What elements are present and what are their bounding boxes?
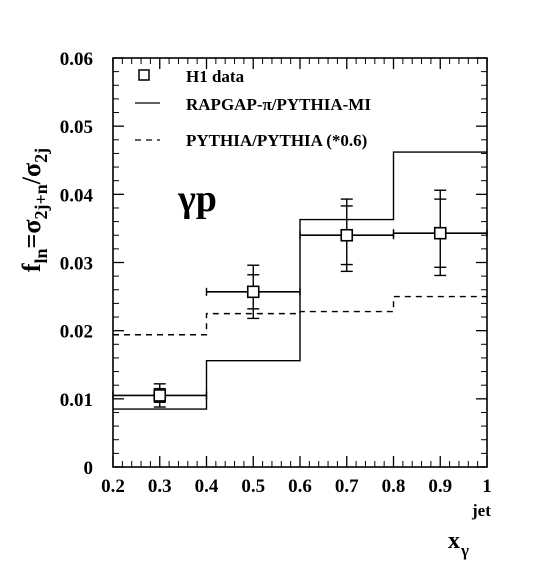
annotation-gamma-p: γp bbox=[177, 178, 217, 220]
data-point bbox=[205, 264, 301, 320]
y-tick-label: 0.02 bbox=[60, 322, 93, 343]
data-point-marker bbox=[433, 226, 447, 240]
legend-label-rapgap: RAPGAP-π/PYTHIA-MI bbox=[186, 95, 371, 114]
y-axis-title-eq: =σ bbox=[17, 219, 46, 248]
data-point-marker bbox=[246, 285, 260, 299]
y-axis-title-num-sub: 2j+n bbox=[31, 184, 51, 219]
data-point bbox=[299, 198, 395, 273]
y-axis-title-f-sub: ln bbox=[31, 248, 51, 263]
y-tick-label: 0.06 bbox=[60, 49, 93, 70]
data-point bbox=[392, 189, 488, 277]
y-tick-label: 0.03 bbox=[60, 254, 93, 275]
y-axis-title-f: f bbox=[17, 263, 46, 272]
x-tick-label: 1 bbox=[482, 476, 492, 497]
data-point-marker bbox=[340, 228, 354, 242]
x-tick-label: 0.6 bbox=[288, 476, 312, 497]
legend-label-pythia: PYTHIA/PYTHIA (*0.6) bbox=[186, 131, 367, 150]
axis-tick-labels: 0.2 0.3 0.4 0.5 0.6 0.7 0.8 0.9 1 0 0.01 0.02 0.03 0.… bbox=[60, 49, 492, 497]
data-point bbox=[112, 383, 208, 408]
y-tick-label: 0.04 bbox=[60, 185, 94, 206]
axis-ticks bbox=[112, 57, 488, 468]
y-axis-title-den-sub: 2j bbox=[31, 148, 51, 163]
x-tick-label: 0.3 bbox=[148, 476, 172, 497]
x-tick-label: 0.2 bbox=[101, 476, 125, 497]
x-tick-label: 0.7 bbox=[335, 476, 359, 497]
y-tick-label: 0.05 bbox=[60, 117, 93, 138]
x-axis-title: x γ jet bbox=[448, 501, 491, 560]
series-pythia-line bbox=[113, 295, 487, 336]
x-tick-label: 0.5 bbox=[241, 476, 265, 497]
series-lines bbox=[113, 151, 487, 410]
x-tick-label: 0.8 bbox=[382, 476, 406, 497]
legend-marker-h1-data bbox=[138, 69, 150, 81]
y-axis-title-slash: /σ bbox=[17, 163, 46, 185]
data-points bbox=[112, 189, 488, 408]
legend: H1 data RAPGAP-π/PYTHIA-MI PYTHIA/PYTHIA… bbox=[135, 67, 371, 150]
legend-label-h1-data: H1 data bbox=[186, 67, 245, 86]
x-axis-title-sup: jet bbox=[471, 501, 491, 520]
y-tick-label: 0 bbox=[84, 458, 94, 479]
x-tick-label: 0.9 bbox=[428, 476, 452, 497]
y-axis-title: fln=σ2j+n/σ2j bbox=[17, 148, 51, 272]
x-axis-title-main: x bbox=[448, 528, 460, 554]
series-rapgap-line bbox=[113, 151, 487, 410]
x-axis-title-sub: γ bbox=[460, 541, 469, 560]
data-point-marker bbox=[153, 389, 167, 402]
y-tick-label: 0.01 bbox=[60, 390, 93, 411]
x-tick-label: 0.4 bbox=[195, 476, 219, 497]
